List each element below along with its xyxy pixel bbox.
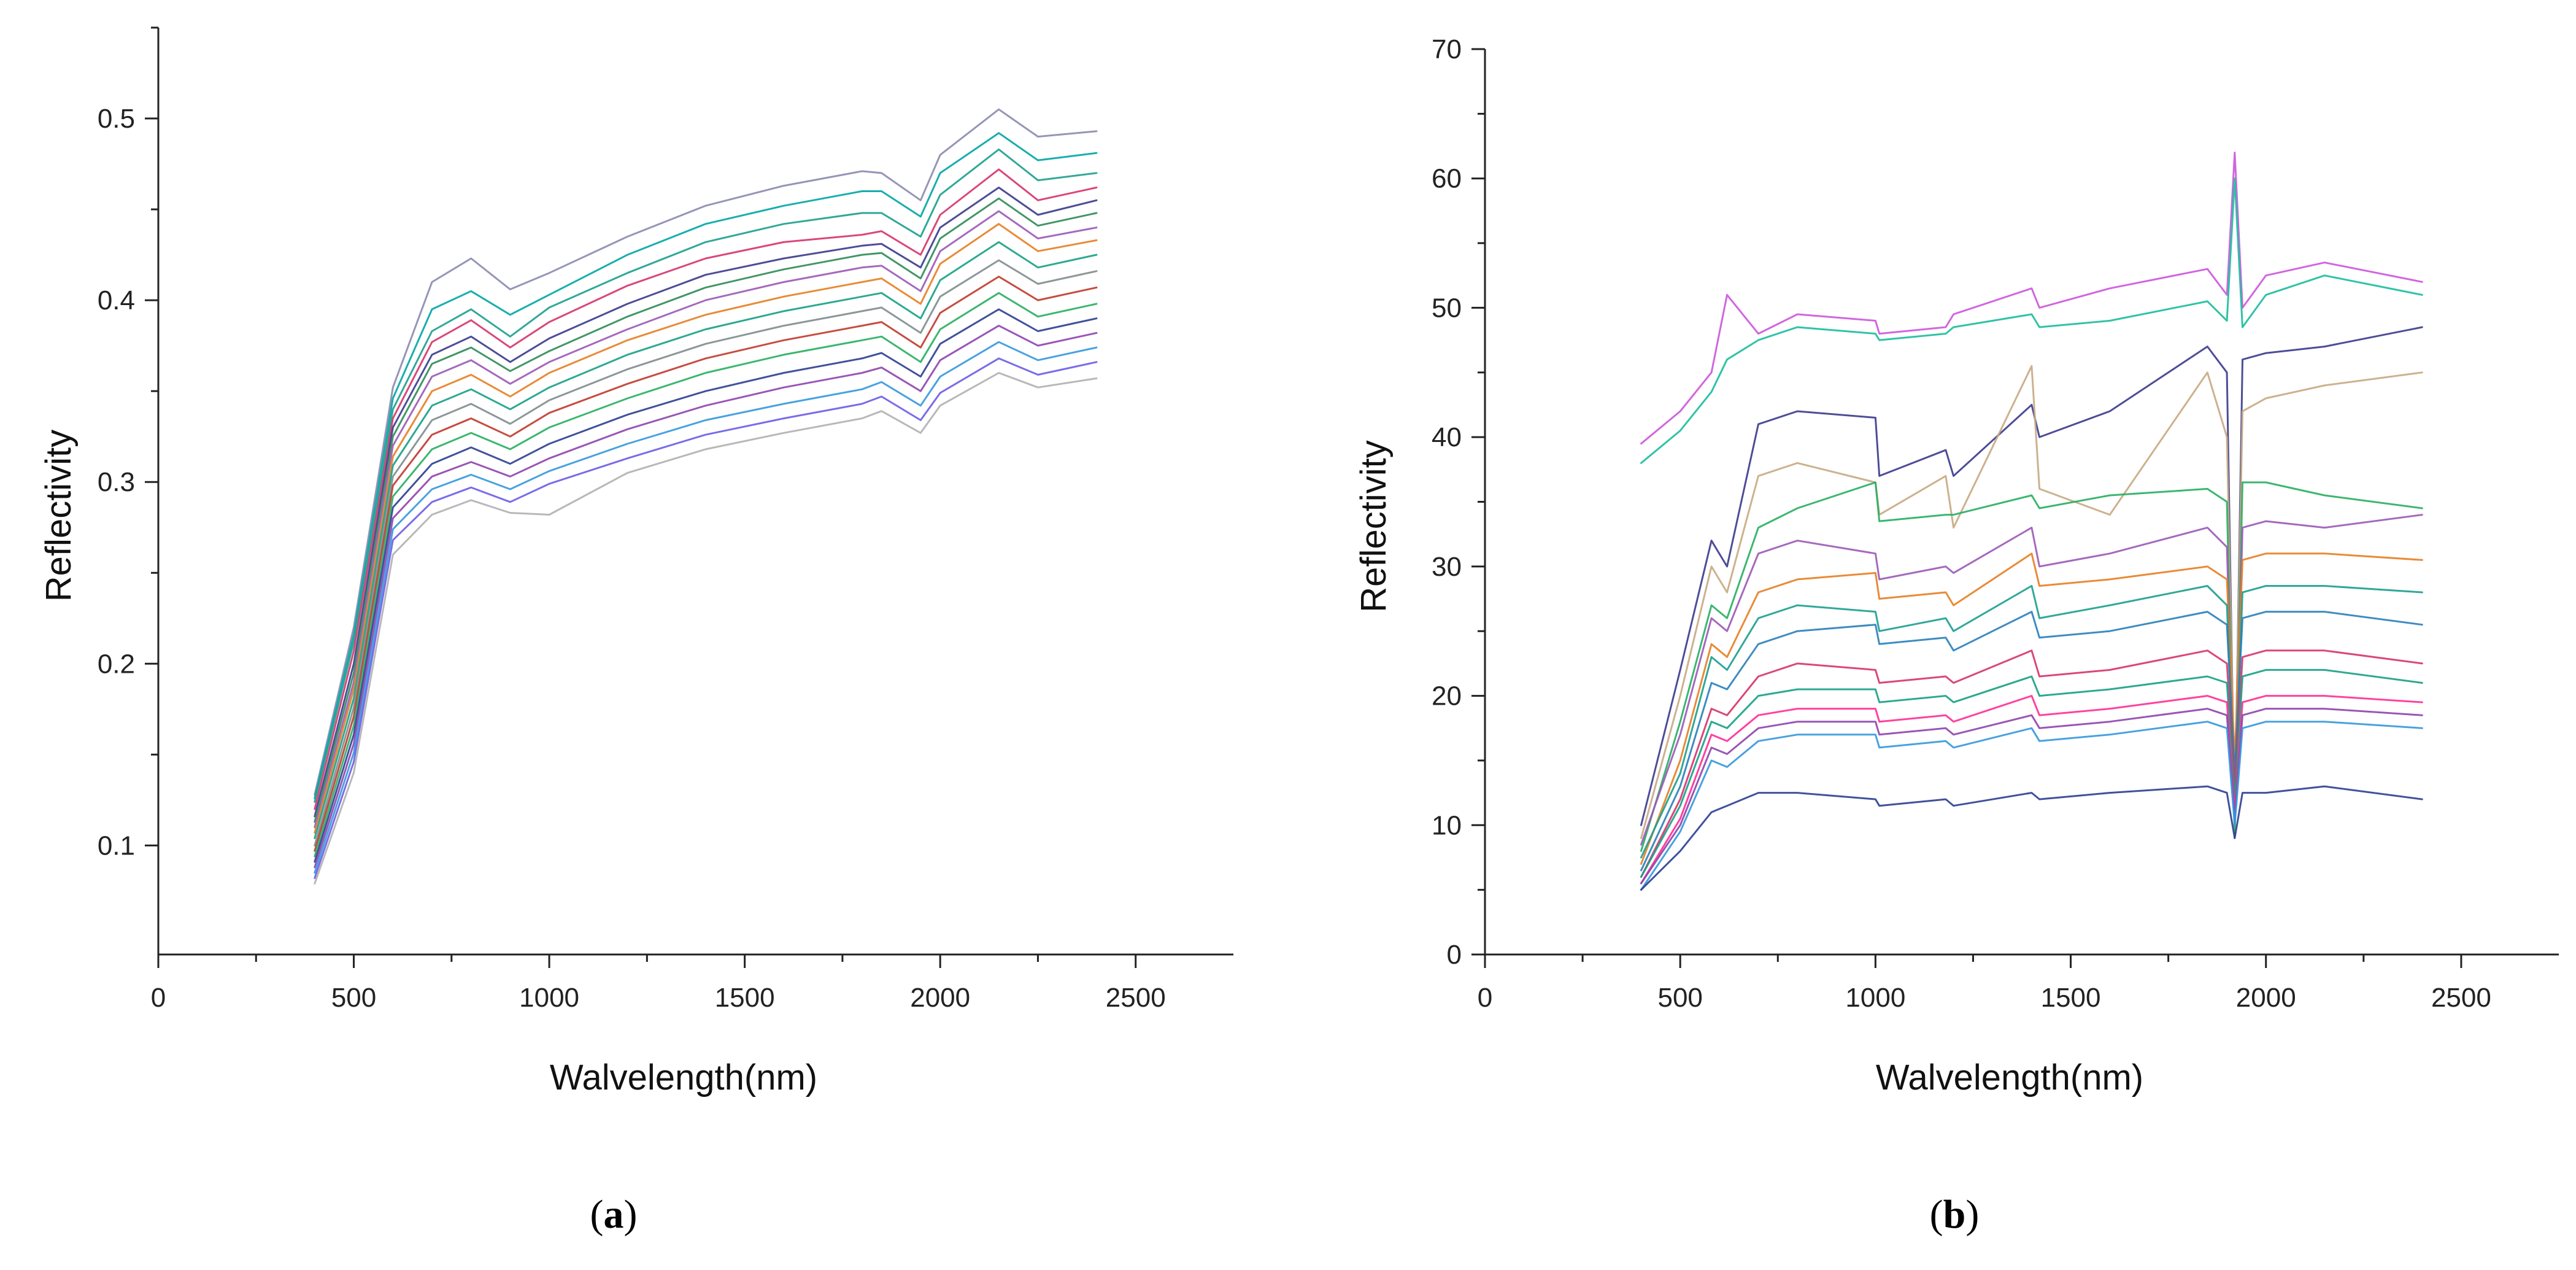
panel-b-series-b10: [1640, 649, 2423, 878]
panel-b-series-b02: [1640, 177, 2423, 464]
panel-b-plot-area: [1640, 152, 2423, 891]
panel-a-x-tick-label: 1500: [715, 983, 775, 1013]
panel-a-series-s09: [314, 241, 1098, 839]
panel-a-x-tick-label: 2500: [1106, 983, 1166, 1013]
caption-open-paren: (: [590, 1192, 604, 1237]
panel-a-series-s03: [314, 148, 1098, 803]
panel-a-series-s02: [314, 132, 1098, 799]
panel-b-series-b11: [1640, 668, 2423, 878]
panel-b-x-tick-label: 2000: [2236, 983, 2296, 1013]
panel-a-y-tick-label: 0.4: [98, 285, 135, 316]
panel-b-x-tick-label: 1500: [2041, 983, 2101, 1013]
panel-a-axes: [157, 28, 1233, 956]
panel-b-x-tick-label: 500: [1657, 983, 1702, 1013]
panel-a-x-axis-title: Walvelength(nm): [550, 1058, 817, 1098]
panel-b-series-b12: [1640, 695, 2423, 885]
panel-a-series-s17: [314, 372, 1098, 885]
panel-b-y-tick-label: 50: [1432, 293, 1462, 323]
panel-b-series-b03: [1640, 326, 2423, 826]
panel-b-y-tick-label: 40: [1432, 422, 1462, 452]
panel-a-series-s07: [314, 210, 1098, 829]
panel-b-x-axis-title: Walvelength(nm): [1876, 1058, 2143, 1098]
panel-a-x-ticks: 0 500 1000 1500 2000 2500: [151, 954, 1166, 1013]
panel-a-series-s12: [314, 292, 1098, 858]
panel-a-series-s05: [314, 187, 1098, 818]
panel-b-y-tick-label: 30: [1432, 552, 1462, 582]
panel-b-series-b15: [1640, 785, 2423, 891]
panel-b-y-tick-label: 70: [1432, 34, 1462, 64]
panel-a-series-s10: [314, 259, 1098, 846]
panel-b-x-tick-label: 1000: [1845, 983, 1905, 1013]
panel-a-series-s06: [314, 197, 1098, 823]
panel-b-x-tick-label: 2500: [2431, 983, 2491, 1013]
caption-open-paren: (: [1930, 1192, 1943, 1237]
panel-a-series-s13: [314, 308, 1098, 863]
panel-a-y-tick-label: 0.3: [98, 467, 135, 497]
panel-b-caption: (b): [1930, 1192, 1980, 1237]
panel-b-series-b04: [1640, 365, 2423, 839]
panel-b-series-b07: [1640, 552, 2423, 865]
panel-a-x-tick-label: 0: [151, 983, 166, 1013]
panel-b-series-b05: [1640, 481, 2423, 852]
panel-a-x-tick-label: 500: [331, 983, 376, 1013]
panel-b-series-b01: [1640, 152, 2423, 445]
panel-a-series-s01: [314, 108, 1098, 796]
panel-b-x-ticks: 0 500 1000 1500 2000 2500: [1478, 954, 2491, 1013]
caption-letter: a: [604, 1192, 624, 1237]
caption-close-paren: ): [1965, 1192, 1979, 1237]
panel-a-series-s11: [314, 276, 1098, 852]
panel-b-y-tick-label: 60: [1432, 164, 1462, 194]
panel-b-x-tick-label: 0: [1478, 983, 1492, 1013]
panel-a-series-s04: [314, 168, 1098, 810]
panel-b-series-b14: [1640, 721, 2423, 891]
panel-b-chart: 0 500 1000 1500 2000 2500 0 10 20 30 40 50 60 70 Wal…: [1354, 34, 2559, 1237]
panel-a-caption: (a): [590, 1192, 638, 1237]
panel-b-series-b09: [1640, 611, 2423, 872]
panel-b-y-axis-title: Reflectivity: [1354, 440, 1394, 612]
panel-a-x-tick-label: 1000: [519, 983, 579, 1013]
panel-a-y-tick-label: 0.2: [98, 649, 135, 679]
panel-a-y-tick-label: 0.1: [98, 831, 135, 861]
panel-a-plot-area: [314, 108, 1098, 885]
panel-b-series-b13: [1640, 708, 2423, 885]
panel-a-series-s08: [314, 223, 1098, 834]
panel-b-y-tick-label: 10: [1432, 810, 1462, 840]
panel-b-y-tick-label: 0: [1447, 940, 1462, 970]
panel-a-y-ticks: 0.1 0.2 0.3 0.4 0.5: [98, 26, 158, 861]
panel-b-y-ticks: 0 10 20 30 40 50 60 70: [1432, 34, 1485, 970]
caption-letter: b: [1943, 1192, 1966, 1237]
panel-a-y-tick-label: 0.5: [98, 104, 135, 134]
panel-a-series-s16: [314, 357, 1098, 880]
panel-a-x-tick-label: 2000: [910, 983, 970, 1013]
panel-a-series-s14: [314, 325, 1098, 869]
panel-a-series-s15: [314, 341, 1098, 874]
panel-b-y-tick-label: 20: [1432, 681, 1462, 711]
caption-close-paren: ): [624, 1192, 638, 1237]
panel-b-series-b06: [1640, 514, 2423, 846]
panel-a-y-axis-title: Reflectivity: [39, 430, 79, 602]
panel-a-chart: 0 500 1000 1500 2000 2500 0.1 0.2 0.3 0.4 0.5 Wal…: [39, 26, 1233, 1237]
